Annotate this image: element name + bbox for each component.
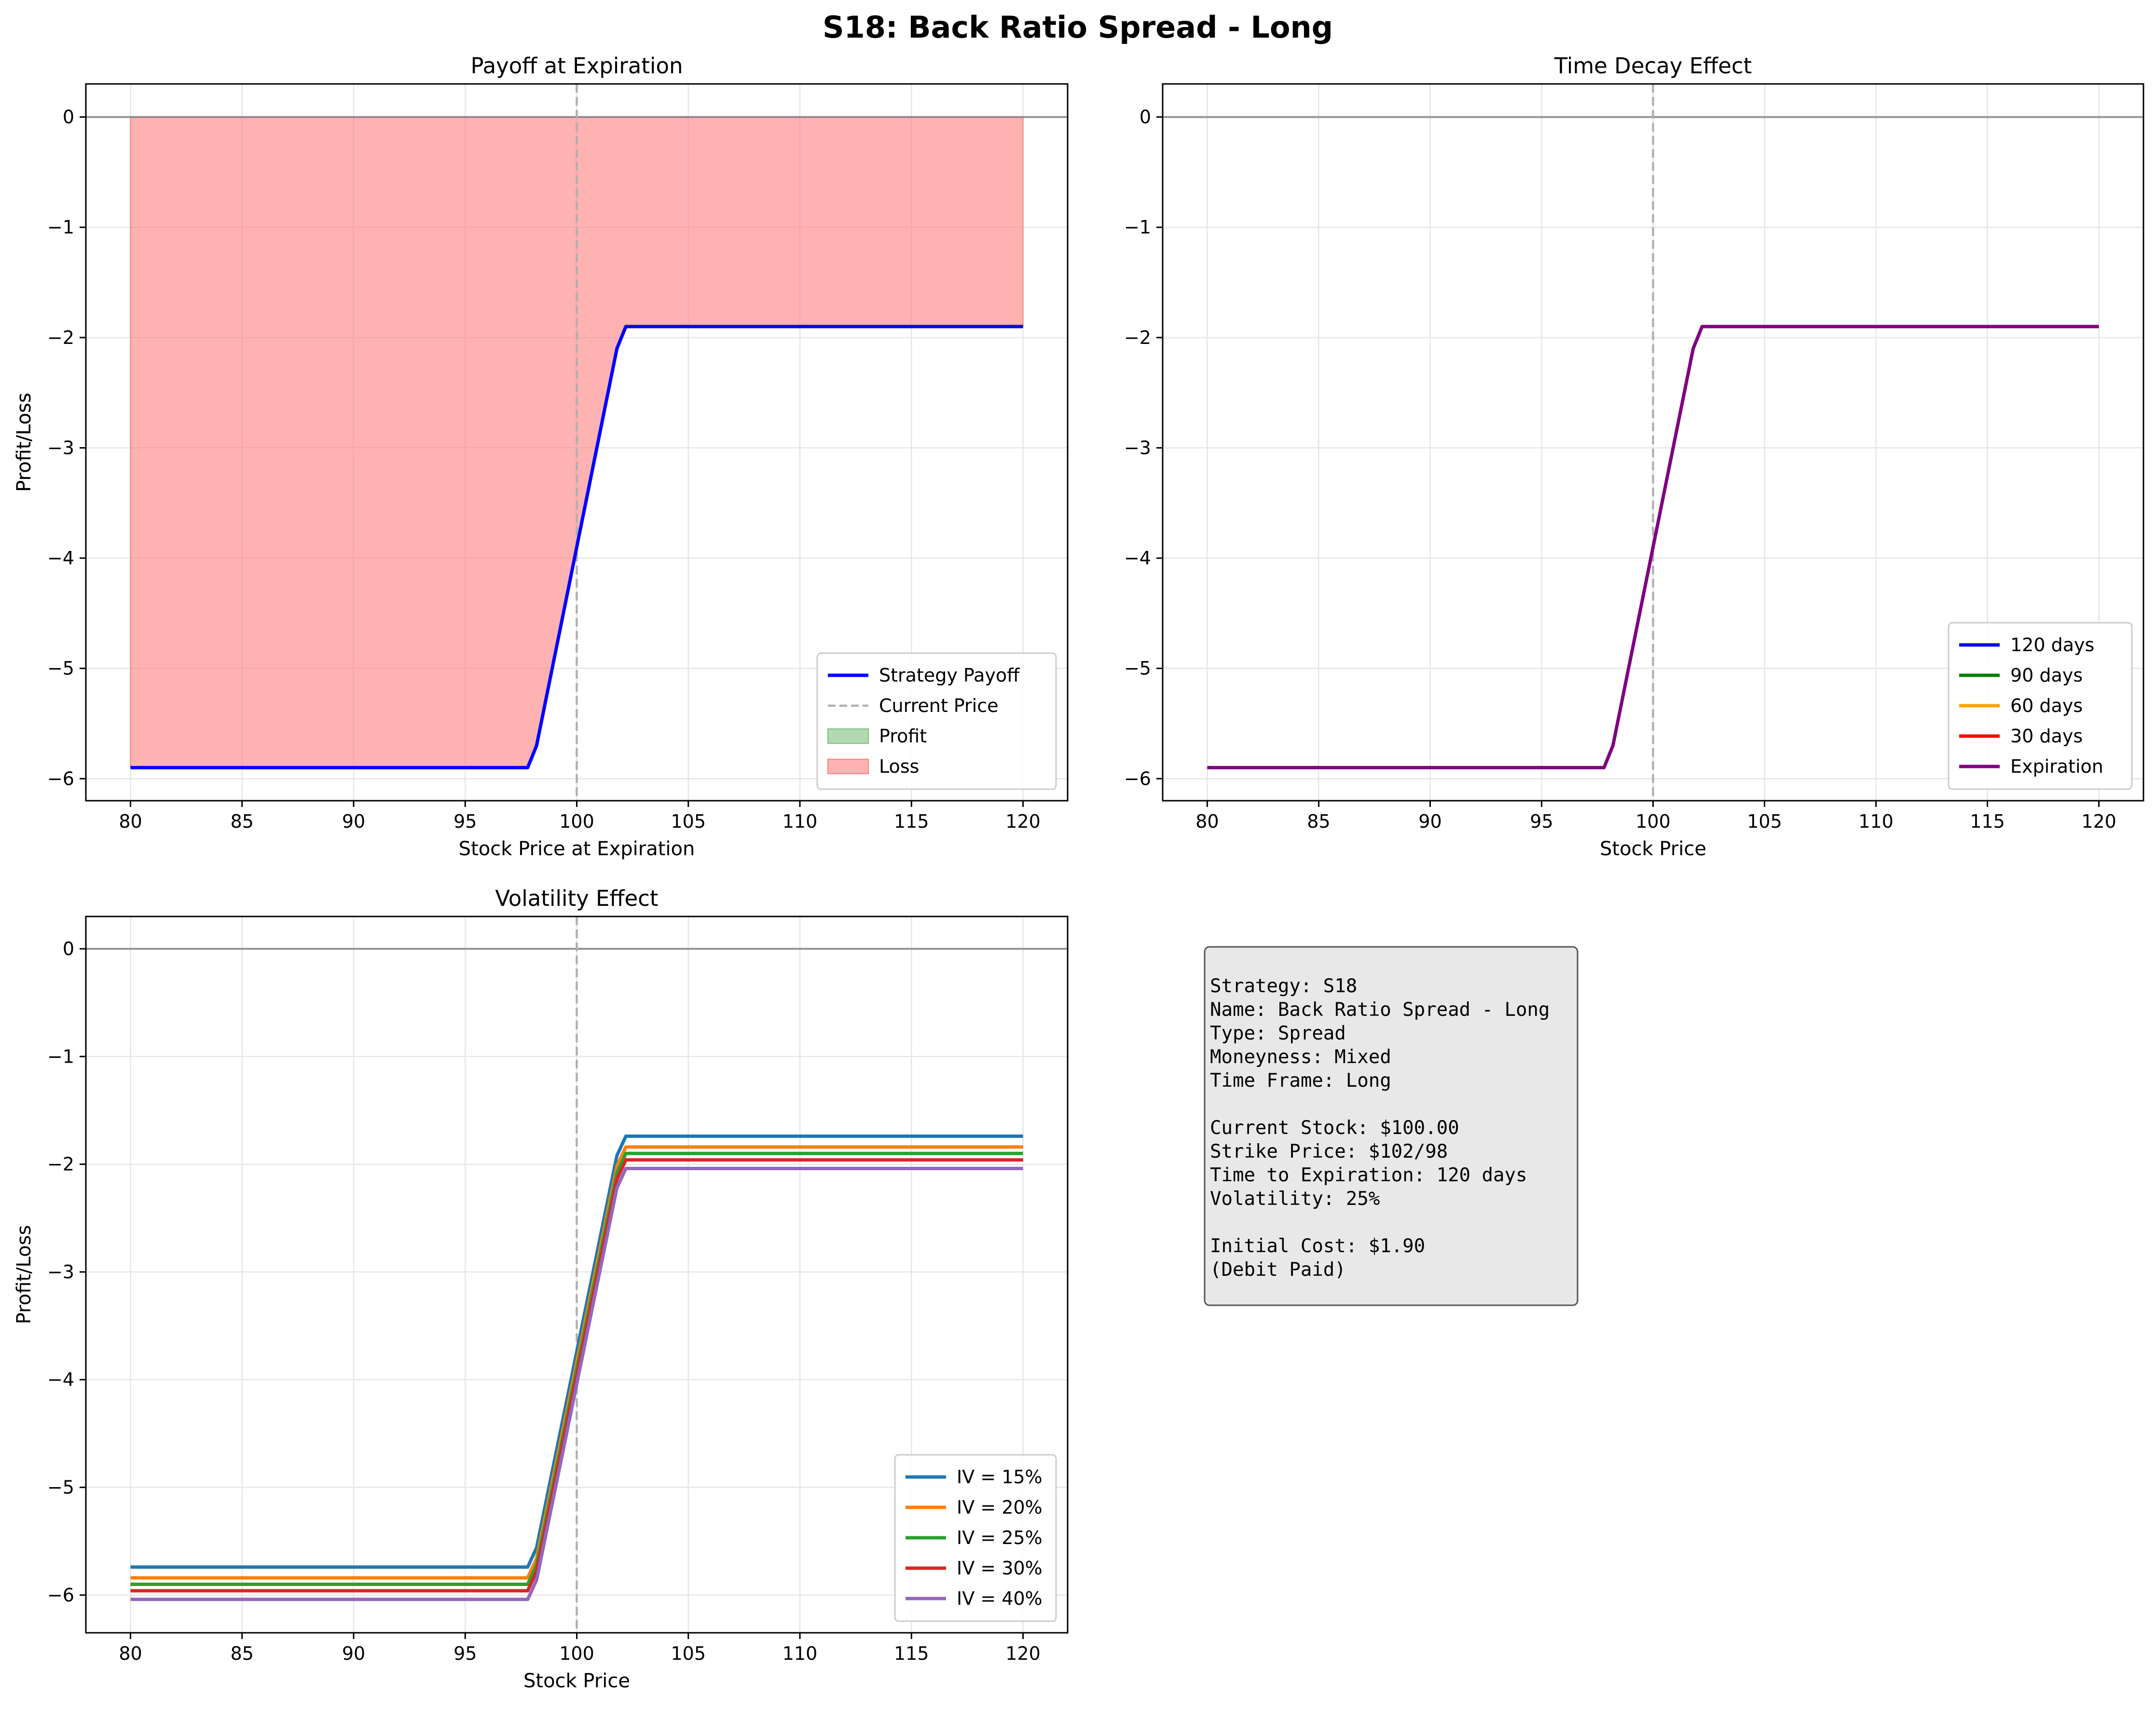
x-tick-label: 90	[342, 811, 365, 832]
strategy-info-box: Strategy: S18 Name: Back Ratio Spread - …	[1204, 946, 1579, 1306]
volatility-chart: 80 85 90 95 100 105 110 115 120 0 −1 −2 −3 −4 −5 −6 Vola…	[13, 886, 1069, 1692]
y-tick-label: −1	[47, 1046, 74, 1067]
series-line	[130, 325, 1023, 769]
x-tick-label: 85	[231, 811, 254, 832]
x-tick-label: 85	[231, 1643, 254, 1664]
figure-title: S18: Back Ratio Spread - Long	[823, 10, 1333, 45]
info-line: (Debit Paid)	[1210, 1259, 1346, 1281]
legend-label: IV = 20%	[957, 1497, 1043, 1518]
x-tick-label: 115	[894, 811, 929, 832]
y-tick-label: 0	[1140, 107, 1151, 128]
legend-label: Profit	[879, 725, 927, 747]
legend-label: 60 days	[2010, 695, 2083, 716]
x-tick-label: 85	[1307, 811, 1330, 832]
info-line: Moneyness: Mixed	[1210, 1046, 1391, 1068]
x-axis-label: Stock Price	[1600, 838, 1706, 860]
legend-label: Expiration	[2010, 756, 2103, 777]
x-tick-label: 110	[1858, 811, 1894, 832]
y-tick-label: −2	[1124, 327, 1151, 348]
legend-label: Strategy Payoff	[879, 665, 1020, 686]
x-tick-label: 80	[1195, 811, 1219, 832]
legend-handle	[827, 728, 869, 744]
x-tick-label: 100	[559, 1643, 594, 1664]
y-tick-label: −1	[47, 217, 74, 238]
series-line	[130, 1158, 1023, 1593]
payoff-chart: 80 85 90 95 100 105 110 115 120 0 −1 −2 −3 −4 −5 −6 Payo…	[13, 53, 1069, 860]
series-line	[1207, 325, 2099, 769]
y-tick-label: −6	[47, 1585, 74, 1606]
x-axis-label: Stock Price	[523, 1670, 630, 1692]
info-line: Time Frame: Long	[1210, 1070, 1391, 1092]
y-tick-label: −4	[47, 1369, 74, 1390]
legend-label: 120 days	[2010, 634, 2094, 656]
x-tick-label: 120	[1005, 1643, 1041, 1664]
legend-label: IV = 15%	[957, 1466, 1043, 1488]
y-tick-label: −2	[47, 1154, 74, 1175]
info-line: Type: Spread	[1210, 1023, 1346, 1044]
x-axis-label: Stock Price at Expiration	[459, 838, 695, 860]
info-line: Name: Back Ratio Spread - Long	[1210, 999, 1550, 1021]
legend-label: IV = 40%	[957, 1588, 1043, 1609]
x-tick-label: 115	[894, 1643, 929, 1664]
x-tick-label: 80	[119, 811, 142, 832]
chart-title: Volatility Effect	[495, 886, 658, 911]
x-tick-label: 105	[671, 811, 706, 832]
info-line: Strategy: S18	[1210, 975, 1357, 997]
info-line: Current Stock: $100.00	[1210, 1117, 1459, 1139]
x-tick-label: 80	[119, 1643, 142, 1664]
y-tick-label: −5	[47, 658, 74, 679]
info-line: Time to Expiration: 120 days	[1210, 1164, 1527, 1186]
legend-label: 30 days	[2010, 725, 2083, 747]
x-tick-label: 100	[559, 811, 594, 832]
y-tick-label: −3	[47, 1261, 74, 1283]
x-tick-label: 120	[2081, 811, 2116, 832]
legend-box	[816, 652, 1057, 790]
x-tick-label: 95	[1530, 811, 1553, 832]
y-axis-label: Profit/Loss	[13, 1225, 35, 1325]
legend-label: Current Price	[879, 695, 999, 716]
series-line	[130, 1167, 1023, 1601]
y-tick-label: 0	[63, 938, 74, 959]
info-box-background	[1204, 946, 1579, 1306]
legend-label: IV = 25%	[957, 1527, 1043, 1548]
legend-label: IV = 30%	[957, 1558, 1043, 1579]
legend-box	[894, 1454, 1057, 1622]
y-tick-label: −3	[47, 437, 74, 458]
x-tick-label: 120	[1005, 811, 1041, 832]
y-tick-label: −6	[1124, 768, 1151, 789]
y-tick-label: −5	[1124, 658, 1151, 679]
x-tick-label: 90	[342, 1643, 365, 1664]
x-tick-label: 105	[1747, 811, 1782, 832]
y-tick-label: −2	[47, 327, 74, 348]
y-tick-label: 0	[63, 107, 74, 128]
x-tick-label: 110	[783, 1643, 818, 1664]
y-tick-label: −3	[1124, 437, 1151, 458]
y-tick-label: −4	[1124, 547, 1151, 569]
x-tick-label: 100	[1635, 811, 1671, 832]
x-tick-label: 115	[1970, 811, 2005, 832]
y-tick-label: −1	[1124, 217, 1151, 238]
x-tick-label: 105	[671, 1643, 706, 1664]
info-line: Strike Price: $102/98	[1210, 1141, 1448, 1162]
series-line	[130, 1135, 1023, 1569]
chart-title: Time Decay Effect	[1554, 53, 1752, 79]
x-tick-label: 95	[453, 1643, 477, 1664]
time-decay-chart: 80 85 90 95 100 105 110 115 120 0 −1 −2 −3 −4 −5 −6 Time…	[13, 53, 2144, 860]
legend-label: 90 days	[2010, 665, 2083, 686]
chart-title: Payoff at Expiration	[470, 53, 683, 79]
x-tick-label: 95	[453, 811, 477, 832]
x-tick-label: 110	[783, 811, 818, 832]
y-axis-label: Profit/Loss	[13, 393, 35, 492]
y-axis-label: Profit/Loss	[13, 393, 35, 492]
info-line: Initial Cost: $1.90	[1210, 1235, 1425, 1257]
legend-label: Loss	[879, 756, 919, 777]
info-line: Volatility: 25%	[1210, 1188, 1380, 1210]
y-tick-label: −4	[47, 547, 74, 569]
x-tick-label: 90	[1418, 811, 1442, 832]
y-tick-label: −6	[47, 768, 74, 789]
legend-box	[1948, 622, 2133, 790]
legend-handle	[827, 759, 869, 774]
y-tick-label: −5	[47, 1477, 74, 1498]
